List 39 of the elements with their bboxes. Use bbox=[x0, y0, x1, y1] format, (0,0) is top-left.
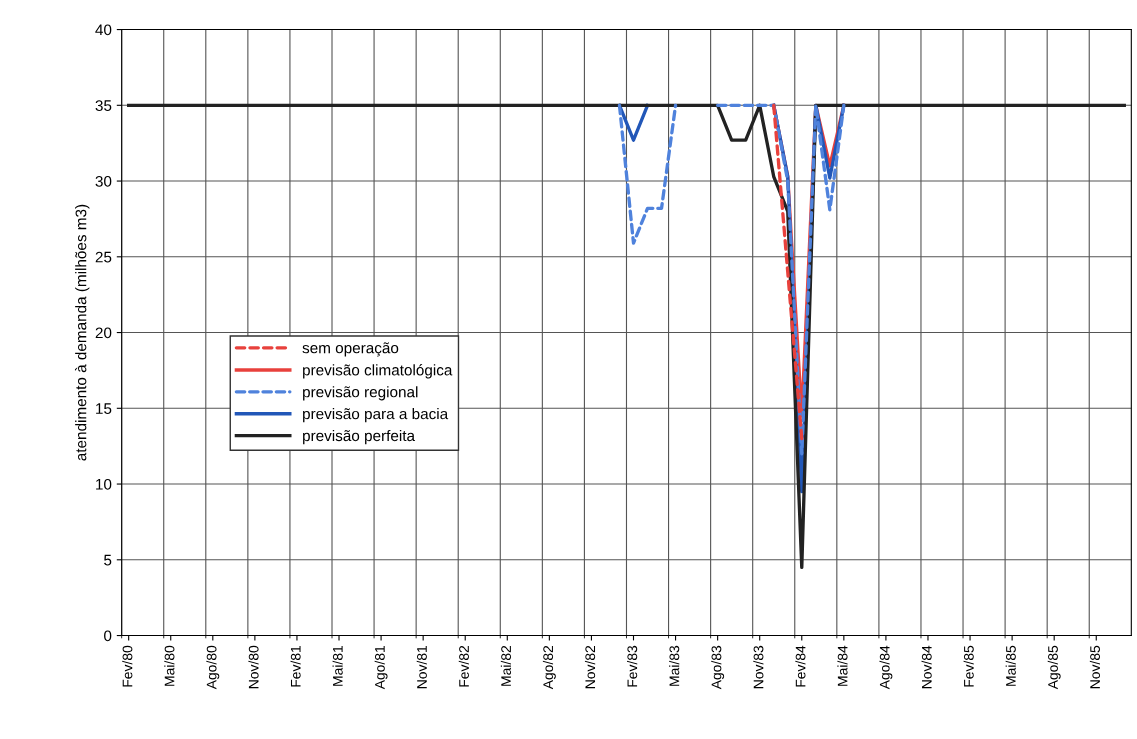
x-tick-label: Ago/84 bbox=[879, 645, 893, 690]
y-tick-label: 5 bbox=[104, 554, 112, 566]
y-tick-label: 10 bbox=[96, 478, 112, 490]
x-tick-label: Mai/83 bbox=[669, 645, 680, 686]
x-tick-label: Ago/85 bbox=[1047, 645, 1061, 690]
x-tick-label: Mai/85 bbox=[1005, 645, 1016, 686]
y-tick-label: 35 bbox=[95, 100, 112, 111]
y-tick-label: 25 bbox=[95, 251, 112, 263]
x-tick-label: Mai/80 bbox=[164, 645, 175, 686]
y-tick-label: 15 bbox=[96, 403, 112, 414]
x-tick-label: Mai/81 bbox=[332, 645, 343, 686]
y-tick-label: 30 bbox=[95, 175, 112, 187]
legend-label: sem operação bbox=[302, 342, 399, 357]
x-tick-label: Fev/84 bbox=[795, 645, 806, 687]
x-tick-label: Nov/84 bbox=[921, 645, 932, 689]
x-tick-label: Fev/82 bbox=[458, 645, 469, 687]
x-tick-label: Nov/85 bbox=[1089, 645, 1100, 689]
x-tick-label: Fev/81 bbox=[290, 645, 301, 687]
legend-label: previsão climatológica bbox=[303, 364, 453, 379]
legend-label: previsão para a bacia bbox=[303, 408, 449, 423]
x-tick-label: Fev/80 bbox=[122, 645, 133, 687]
x-tick-label: Mai/84 bbox=[837, 645, 848, 686]
y-axis-title: atendimento à demanda (milhões m3) bbox=[74, 204, 90, 461]
x-tick-label: Nov/80 bbox=[248, 645, 259, 689]
x-tick-label: Ago/82 bbox=[542, 645, 556, 690]
legend-label: previsão regional bbox=[303, 386, 418, 401]
x-tick-label: Ago/83 bbox=[711, 645, 725, 690]
x-tick-label: Nov/82 bbox=[584, 645, 596, 689]
legend-label: previsão perfeita bbox=[303, 429, 416, 445]
x-tick-label: Ago/81 bbox=[374, 645, 388, 690]
x-tick-label: Fev/85 bbox=[963, 645, 974, 687]
x-tick-label: Ago/80 bbox=[206, 645, 220, 690]
x-tick-label: Fev/83 bbox=[627, 645, 638, 687]
x-tick-label: Nov/83 bbox=[753, 645, 764, 689]
x-tick-label: Mai/82 bbox=[500, 645, 512, 686]
y-tick-label: 40 bbox=[95, 24, 112, 36]
x-tick-label: Nov/81 bbox=[416, 645, 427, 689]
y-tick-label: 20 bbox=[95, 327, 112, 339]
y-tick-label: 0 bbox=[104, 630, 112, 642]
